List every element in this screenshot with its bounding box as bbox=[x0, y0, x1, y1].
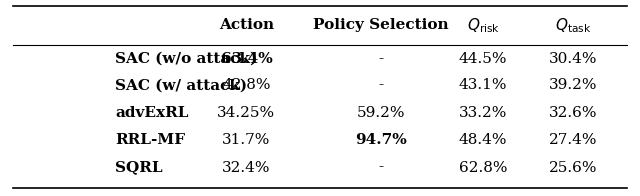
Text: 43.1%: 43.1% bbox=[459, 78, 508, 92]
Text: SQRL: SQRL bbox=[115, 161, 163, 175]
Text: Policy Selection: Policy Selection bbox=[313, 18, 449, 33]
Text: 62.8%: 62.8% bbox=[459, 161, 508, 175]
Text: 25.6%: 25.6% bbox=[548, 161, 597, 175]
Text: 27.4%: 27.4% bbox=[548, 133, 597, 147]
Text: $Q_{\mathrm{task}}$: $Q_{\mathrm{task}}$ bbox=[554, 16, 591, 35]
Text: 31.7%: 31.7% bbox=[222, 133, 271, 147]
Text: 42.8%: 42.8% bbox=[222, 78, 271, 92]
Text: 33.2%: 33.2% bbox=[459, 106, 508, 120]
Text: advExRL: advExRL bbox=[115, 106, 189, 120]
Text: 32.4%: 32.4% bbox=[222, 161, 271, 175]
Text: -: - bbox=[378, 78, 383, 92]
Text: -: - bbox=[378, 161, 383, 175]
Text: 94.7%: 94.7% bbox=[355, 133, 406, 147]
Text: RRL-MF: RRL-MF bbox=[115, 133, 186, 147]
Text: 48.4%: 48.4% bbox=[459, 133, 508, 147]
Text: 44.5%: 44.5% bbox=[459, 52, 508, 66]
Text: Action: Action bbox=[219, 18, 274, 33]
Text: 32.6%: 32.6% bbox=[548, 106, 597, 120]
Text: 59.2%: 59.2% bbox=[356, 106, 405, 120]
Text: 30.4%: 30.4% bbox=[548, 52, 597, 66]
Text: 63.4%: 63.4% bbox=[221, 52, 272, 66]
Text: $Q_{\mathrm{risk}}$: $Q_{\mathrm{risk}}$ bbox=[467, 16, 500, 35]
Text: 34.25%: 34.25% bbox=[218, 106, 275, 120]
Text: SAC (w/o attack): SAC (w/o attack) bbox=[115, 52, 257, 66]
Text: -: - bbox=[378, 52, 383, 66]
Text: 39.2%: 39.2% bbox=[548, 78, 597, 92]
Text: SAC (w/ attack): SAC (w/ attack) bbox=[115, 78, 247, 92]
